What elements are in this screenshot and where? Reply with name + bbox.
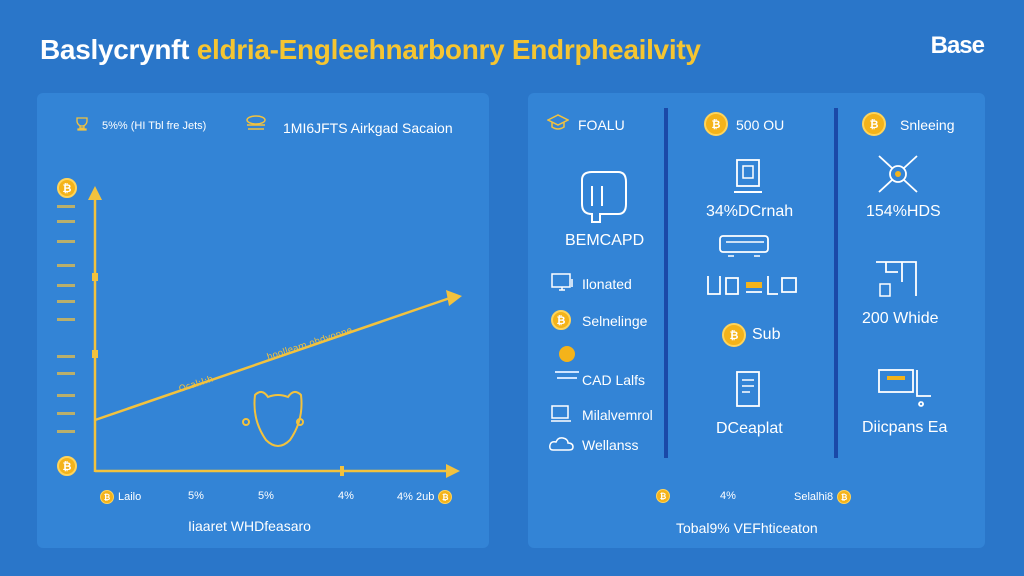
y-axis-coin-bottom: ₿ <box>57 456 77 476</box>
piggy-bank-icon <box>242 391 304 447</box>
col1-chip-label: BEMCAPD <box>565 232 645 249</box>
cloud-icon <box>549 436 575 457</box>
y-tick-mark <box>57 412 75 415</box>
col2-badge: Sub <box>752 326 781 343</box>
x-tick-label: 4% 2ub <box>397 491 435 503</box>
coin-icon: ₿ <box>837 490 852 504</box>
left-x-tick-2: 5% <box>188 490 204 502</box>
col1-item-3: CAD Lalfs <box>582 372 646 388</box>
trophy-icon <box>74 116 90 137</box>
crane-icon <box>872 254 924 305</box>
monitor-icon <box>551 273 575 298</box>
legend-label-2: 1MI6JFTS Airkgad Sacaion <box>283 120 453 136</box>
network-nodes-icon <box>875 152 921 201</box>
trend-label-2: hoolleam ohdvonne <box>266 326 354 363</box>
y-tick-mark <box>57 430 75 433</box>
train-icon <box>718 232 772 263</box>
right-diagram-panel <box>528 93 985 548</box>
y-axis-marker <box>92 273 98 281</box>
col1-item-1: Ilonated <box>582 276 632 292</box>
y-tick-mark <box>57 240 75 243</box>
right-x-tick-3: Selalhi8 ₿ <box>794 490 852 504</box>
brand-logo: Base <box>930 32 985 59</box>
y-tick-mark <box>57 318 75 321</box>
shopping-cart-icon <box>877 366 933 413</box>
col1-item-5: Wellanss <box>582 437 639 453</box>
left-x-tick-3: 5% <box>258 490 274 502</box>
coin-icon: ₿ <box>100 490 114 504</box>
legend-label-1: 5%% (HI Tbl fre Jets) <box>102 120 207 132</box>
col1-item-2: Selnelinge <box>582 313 648 329</box>
col1-item-4: Milalvemrol <box>582 407 653 423</box>
bitcoin-coin-icon: ₿ <box>551 310 571 330</box>
x-tick-label: Selalhi8 <box>794 491 834 503</box>
header-coin-icon: ₿ <box>704 112 728 136</box>
coin-stack-icon <box>553 344 581 389</box>
col2-header: 500 OU <box>736 117 785 133</box>
machine-icon <box>733 158 763 199</box>
y-tick-mark <box>57 264 75 267</box>
y-tick-mark <box>57 284 75 287</box>
col2-badge-row: ₿ Sub <box>722 323 780 347</box>
trend-label-1: Ocal:!:h <box>178 374 215 394</box>
y-tick-mark <box>57 355 75 358</box>
graduation-cap-icon <box>546 114 570 137</box>
left-x-axis-arrow <box>446 464 460 478</box>
left-y-axis-arrow <box>88 186 102 200</box>
y-tick-mark <box>57 372 75 375</box>
col2-footer: DCeaplat <box>716 420 783 437</box>
badge-coin-icon: ₿ <box>722 323 746 347</box>
left-x-tick-5: 4% 2ub ₿ <box>397 490 453 504</box>
trend-line-arrow <box>446 290 462 306</box>
right-x-axis-title: Tobal9% VEFhticeaton <box>676 520 818 536</box>
left-y-ticks <box>57 205 75 433</box>
industry-icons <box>706 272 800 305</box>
y-tick-mark <box>57 205 75 208</box>
title-part-2: eldria-Englеehnarbonry Endrpheailvity <box>196 34 701 65</box>
y-tick-mark <box>57 394 75 397</box>
column-divider-2 <box>834 108 838 458</box>
y-tick-mark <box>57 220 75 223</box>
col2-value: 34%DCrnah <box>706 203 794 220</box>
right-x-tick-2: 4% <box>720 490 736 502</box>
coin-icon: ₿ <box>438 490 453 504</box>
title-part-1: Baslycrynft <box>40 34 190 65</box>
col3-footer: Diicpans Ea <box>862 419 948 436</box>
y-axis-coin-top: ₿ <box>57 178 77 198</box>
col3-value: 154%HDS <box>866 203 941 220</box>
left-x-tick-4: 4% <box>338 490 354 502</box>
page-title: Baslycrynft eldria-Englеehnarbonry Endrp… <box>40 34 701 66</box>
trend-line <box>94 296 451 422</box>
y-axis-marker <box>92 350 98 358</box>
left-x-axis-title: Iiaaret WHDfeasaro <box>188 518 311 534</box>
col1-header: FOALU <box>578 117 625 133</box>
left-x-tick-1: ₿ Lailo <box>100 490 141 504</box>
document-icon <box>735 370 763 415</box>
col3-header: Snleeing <box>900 117 955 133</box>
header-coin-icon: ₿ <box>862 112 886 136</box>
burger-icon <box>245 114 267 139</box>
column-divider-1 <box>664 108 668 458</box>
laptop-icon <box>551 405 575 430</box>
x-tick-coin-icon: ₿ <box>656 489 670 503</box>
x-axis-marker <box>340 466 344 476</box>
x-tick-label: Lailo <box>118 491 142 503</box>
col3-amount: 200 Whide <box>862 310 939 327</box>
tablet-device-icon <box>578 170 628 229</box>
y-tick-mark <box>57 300 75 303</box>
